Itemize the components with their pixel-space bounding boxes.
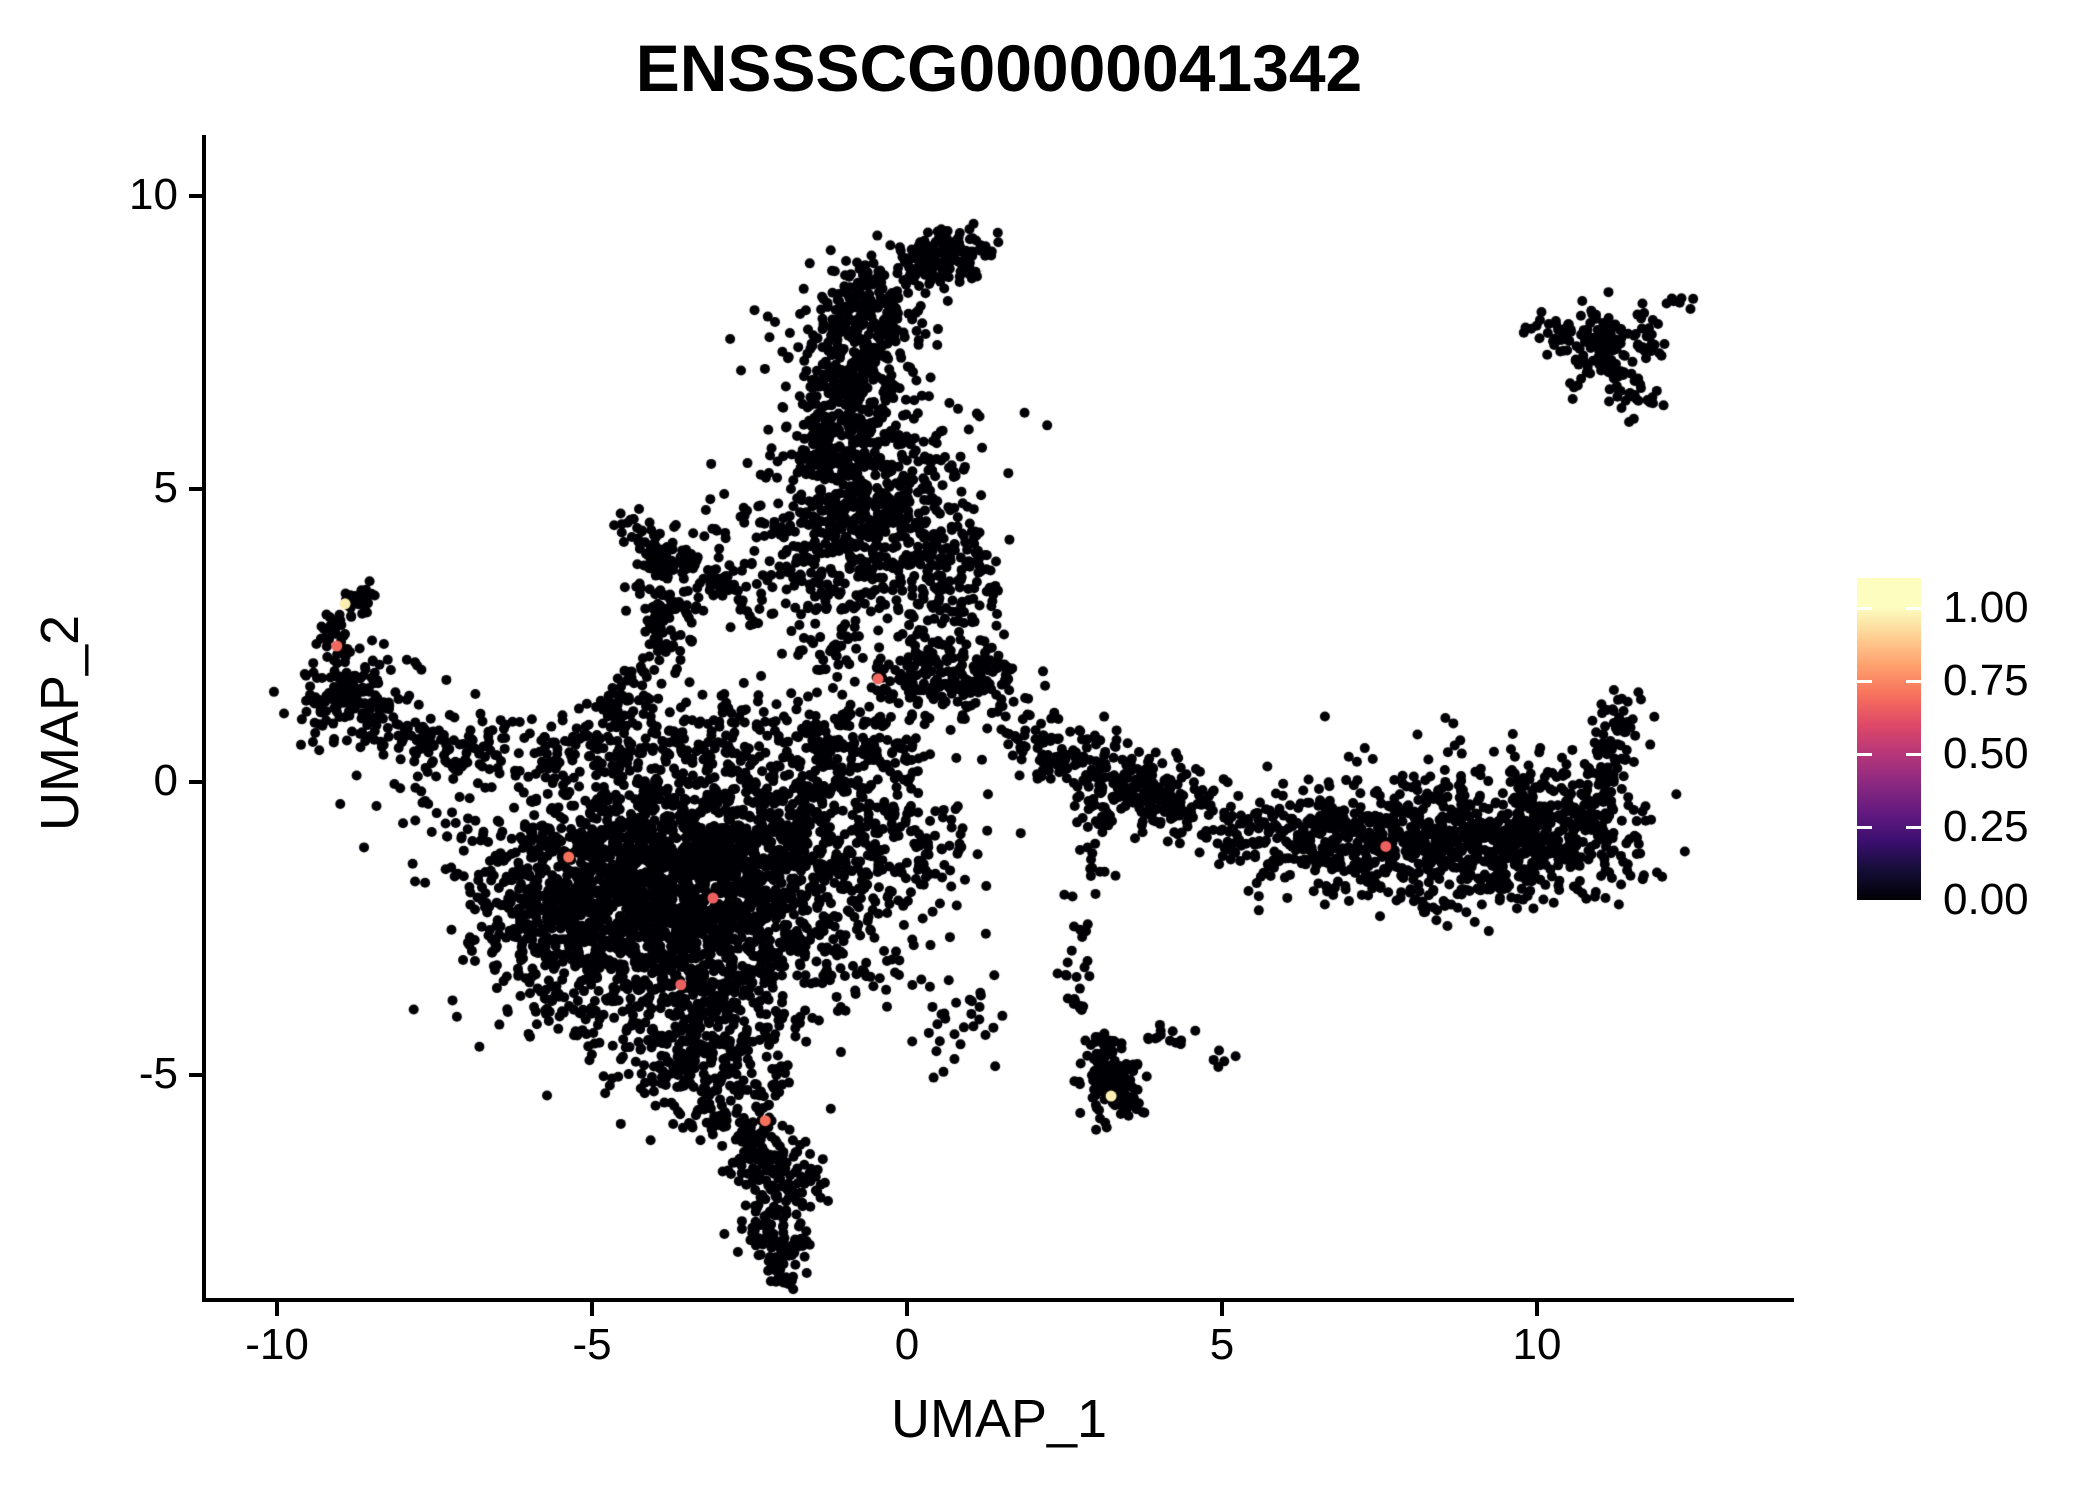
colorbar-tick-mark — [1906, 826, 1921, 829]
colorbar-label: 0.50 — [1943, 729, 2029, 778]
x-tick-label: -5 — [572, 1320, 612, 1369]
x-tick-mark — [1220, 1302, 1224, 1316]
y-tick-label: 0 — [153, 756, 178, 805]
colorbar-tick-mark — [1857, 680, 1872, 683]
y-tick-mark — [189, 194, 203, 198]
colorbar-gradient — [1857, 578, 1921, 900]
x-tick-label: 0 — [894, 1320, 920, 1369]
colorbar-label: 0.00 — [1943, 875, 2029, 924]
x-tick-mark — [590, 1302, 594, 1316]
x-tick-label: 10 — [1512, 1320, 1562, 1369]
colorbar-tick-mark — [1906, 680, 1921, 683]
colorbar-tick-mark — [1906, 607, 1921, 610]
y-tick-label: -5 — [138, 1049, 178, 1098]
x-tick-label: 5 — [1209, 1320, 1235, 1369]
colorbar-tick-mark — [1857, 753, 1872, 756]
colorbar-label: 0.75 — [1943, 656, 2029, 705]
colorbar-label: 1.00 — [1943, 583, 2029, 632]
colorbar-label: 0.25 — [1943, 802, 2029, 851]
y-tick-mark — [189, 780, 203, 784]
x-tick-label: -10 — [245, 1320, 309, 1369]
y-axis-title: UMAP_2 — [30, 614, 90, 832]
x-tick-mark — [1535, 1302, 1539, 1316]
y-tick-label: 10 — [129, 170, 178, 219]
colorbar-tick-mark — [1857, 826, 1872, 829]
y-tick-mark — [189, 487, 203, 491]
y-tick-label: 5 — [153, 463, 178, 512]
x-axis-line — [202, 1298, 1794, 1302]
colorbar-tick-mark — [1857, 607, 1872, 610]
y-tick-mark — [189, 1073, 203, 1077]
x-tick-mark — [275, 1302, 279, 1316]
colorbar-tick-mark — [1906, 753, 1921, 756]
x-axis-title: UMAP_1 — [890, 1389, 1108, 1449]
x-tick-mark — [905, 1302, 909, 1316]
y-axis-line — [202, 135, 206, 1302]
plot-title: ENSSSCG00000041342 — [635, 31, 1363, 105]
